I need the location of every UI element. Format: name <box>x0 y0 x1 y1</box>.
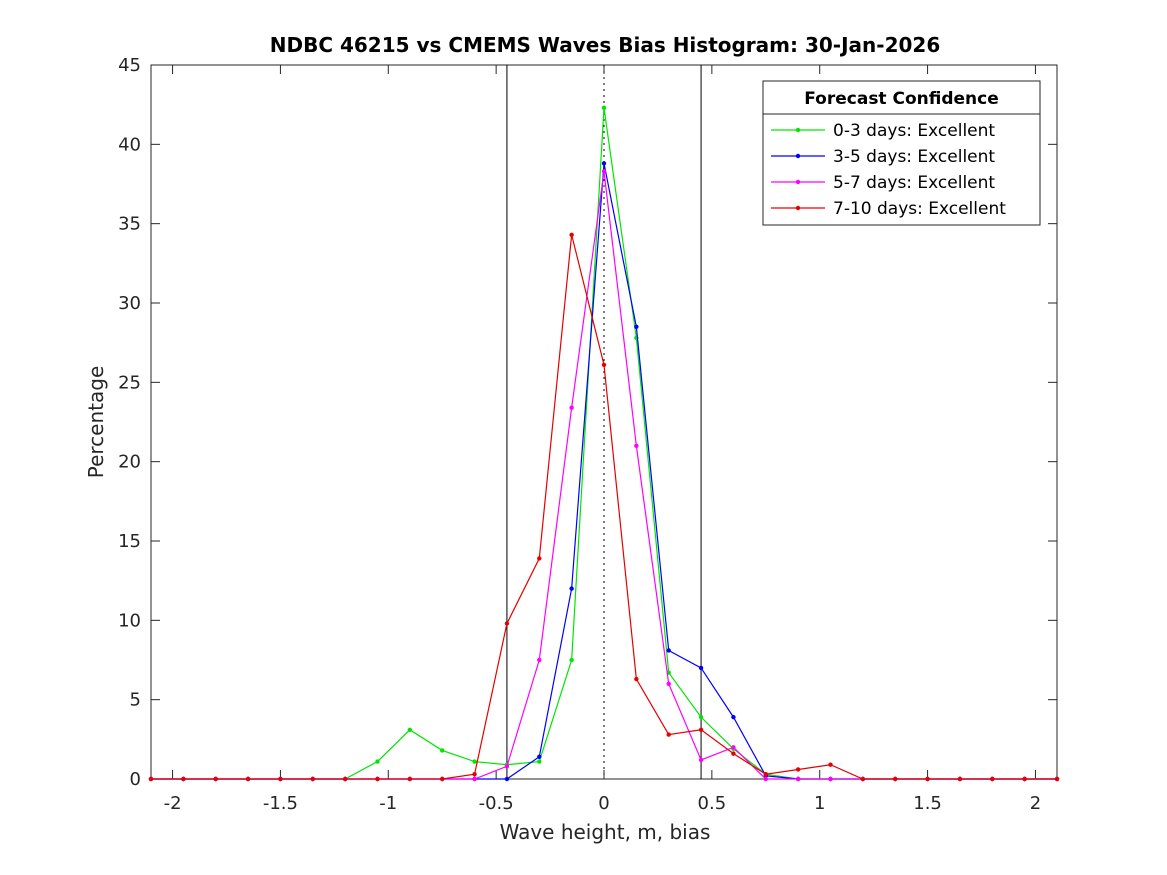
legend-swatch-marker <box>795 153 801 159</box>
y-tick-label: 35 <box>118 214 141 235</box>
x-tick-label: 2 <box>1030 793 1041 814</box>
y-tick-label: 10 <box>118 610 141 631</box>
series-1-point <box>407 727 413 733</box>
series-4-point <box>925 776 930 782</box>
series-4-point <box>795 767 801 772</box>
legend-entry-label: 5-7 days: Excellent <box>833 173 995 193</box>
series-1-point <box>698 714 704 720</box>
y-tick-label: 25 <box>118 372 141 393</box>
y-tick-label: 45 <box>118 55 141 76</box>
plot-area: -2 -1.5 -1 -0.5 0 0.5 1 1.5 2051015202530354045F… <box>118 55 1060 814</box>
y-axis-label: Percentage <box>84 366 108 479</box>
series-2-point <box>504 776 510 782</box>
legend-entry-label: 0-3 days: Excellent <box>833 121 995 141</box>
series-4-point <box>278 776 283 782</box>
series-4-point <box>893 776 898 782</box>
y-tick-label: 0 <box>130 769 141 790</box>
legend-title: Forecast Confidence <box>804 89 999 109</box>
x-tick-label: -0.5 <box>479 793 514 814</box>
series-2-point <box>666 648 671 653</box>
series-3-point <box>634 443 639 448</box>
x-tick-label: -1.5 <box>263 793 298 814</box>
series-4-point <box>375 776 380 782</box>
series-4-point <box>1054 776 1060 782</box>
x-axis-label: Wave height, m, bias <box>500 820 711 844</box>
series-1-point <box>601 105 607 111</box>
series-4-point <box>860 776 866 782</box>
series-1-point <box>569 657 574 663</box>
series-4-point <box>213 776 218 782</box>
series-3-point <box>698 757 704 763</box>
series-3-point <box>731 745 736 750</box>
series-3-point <box>666 681 671 686</box>
series-4-point <box>634 676 639 682</box>
x-tick-label: -2 <box>164 793 182 814</box>
series-4-point <box>666 732 671 737</box>
x-tick-label: 0.5 <box>698 793 727 814</box>
series-3-point <box>537 657 542 663</box>
series-4-point <box>698 727 704 733</box>
x-tick-label: -1 <box>379 793 397 814</box>
series-4-point <box>504 621 510 626</box>
chart-title: NDBC 46215 vs CMEMS Waves Bias Histogram… <box>270 33 941 57</box>
legend-entry-label: 3-5 days: Excellent <box>833 147 995 167</box>
y-tick-label: 40 <box>118 134 141 155</box>
series-4-point <box>310 776 315 782</box>
legend-entry-label: 7-10 days: Excellent <box>833 199 1006 219</box>
series-4-point <box>148 776 154 782</box>
series-4-point <box>440 776 445 782</box>
series-4-point <box>407 776 413 782</box>
series-3-point <box>828 776 833 782</box>
series-1-point <box>537 759 542 764</box>
series-4-point <box>472 772 477 777</box>
series-4-point <box>342 776 348 782</box>
series-4-point <box>828 762 833 767</box>
legend-swatch-marker <box>795 127 801 133</box>
series-2-point <box>731 714 736 720</box>
series-4-point <box>537 556 542 561</box>
series-1-point <box>375 759 380 764</box>
series-3-point <box>569 405 574 410</box>
y-tick-label: 15 <box>118 531 141 552</box>
legend-swatch-marker <box>795 205 801 211</box>
series-1-point <box>472 759 477 764</box>
legend-box <box>762 80 1041 226</box>
y-tick-label: 20 <box>118 452 141 473</box>
x-tick-label: 1 <box>814 793 825 814</box>
series-1-point <box>440 748 445 753</box>
series-4-point <box>990 776 995 782</box>
legend-swatch-marker <box>795 179 801 185</box>
series-4-point <box>763 772 768 777</box>
series-3-point <box>763 776 768 782</box>
x-tick-label: 0 <box>598 793 609 814</box>
series-3-point <box>504 764 510 769</box>
y-tick-label: 5 <box>130 690 141 711</box>
series-4-point <box>1022 776 1027 782</box>
y-tick-label: 30 <box>118 293 141 314</box>
series-2-point <box>569 586 574 591</box>
series-4-point <box>731 751 736 756</box>
series-3-point <box>472 776 477 782</box>
series-4-point <box>957 776 963 782</box>
series-2-point <box>601 161 607 166</box>
series-4-point <box>181 776 186 782</box>
series-3-point <box>601 169 607 174</box>
series-4-point <box>601 362 607 368</box>
x-tick-label: 1.5 <box>913 793 942 814</box>
series-3-point <box>795 776 801 782</box>
series-4-point <box>245 776 251 782</box>
series-2-point <box>698 665 704 671</box>
series-4-point <box>569 232 574 237</box>
series-2-point <box>537 754 542 759</box>
series-2-point <box>634 324 639 329</box>
